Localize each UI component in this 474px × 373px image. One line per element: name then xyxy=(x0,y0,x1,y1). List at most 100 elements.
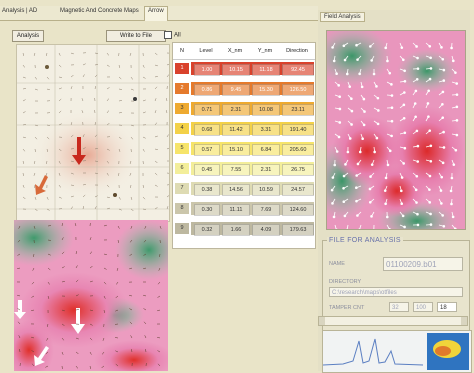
field-arrow-head xyxy=(429,45,431,47)
vector-tick xyxy=(143,197,145,199)
field-arrow-head xyxy=(427,102,429,104)
field-arrow-head xyxy=(451,47,453,49)
field-arrow-head xyxy=(344,215,346,217)
tab-field-analysis[interactable]: Field Analysis xyxy=(320,12,365,22)
vector-tick xyxy=(167,134,169,137)
analysis-button[interactable]: Analysis xyxy=(12,30,44,42)
table-cell-x: 14.56 xyxy=(222,184,250,196)
scroll-left-arrow[interactable] xyxy=(319,317,325,325)
field-arrow-head xyxy=(453,164,455,166)
tamper-field-3[interactable]: 18 xyxy=(437,302,457,312)
tab-arrow[interactable]: Arrow xyxy=(144,6,168,21)
field-arrow-head xyxy=(430,57,432,59)
row-number: 2 xyxy=(175,83,189,94)
table-cell-x: 2.31 xyxy=(222,104,250,116)
vector-tick xyxy=(23,185,24,188)
directory-field[interactable]: C:\research\maps\otfiles xyxy=(329,287,463,297)
field-arrow-head xyxy=(363,124,365,126)
vector-tick xyxy=(23,173,24,176)
field-arrow-head xyxy=(333,60,335,62)
field-arrow-head xyxy=(454,228,456,229)
tab-magnetic-maps[interactable]: Magnetic And Concrete Maps xyxy=(60,8,139,14)
vector-tick xyxy=(143,100,146,101)
marker-dot xyxy=(113,193,117,197)
field-arrow-head xyxy=(428,116,430,118)
swatch-core xyxy=(435,346,451,356)
table-cell-level: 0.30 xyxy=(194,204,220,216)
all-checkbox[interactable]: All xyxy=(164,31,181,39)
vector-tick xyxy=(107,197,110,198)
field-arrow-head xyxy=(347,151,349,153)
table-cell-x: 7.55 xyxy=(222,164,250,176)
field-arrow-head xyxy=(417,57,419,59)
table-cell-x: 15.10 xyxy=(222,144,250,156)
field-arrow-head xyxy=(415,90,417,92)
field-arrow-head xyxy=(403,104,405,106)
table-header-row: N Level X_nm Y_nm Direction xyxy=(173,43,315,60)
vector-tick xyxy=(23,77,26,78)
row-number: 5 xyxy=(175,143,189,154)
table-cell-level: 0.86 xyxy=(194,84,220,96)
field-arrow-head xyxy=(364,111,366,113)
field-arrow-head xyxy=(452,216,454,218)
field-arrow-head xyxy=(389,150,391,152)
row-number: 6 xyxy=(175,163,189,174)
field-arrow-head xyxy=(343,45,345,47)
vector-tick xyxy=(23,111,26,113)
table-cell-y: 6.84 xyxy=(252,144,280,156)
vector-tick xyxy=(143,77,146,79)
heatmap-svg xyxy=(14,220,168,371)
vector-tick xyxy=(155,110,156,113)
vector-tick xyxy=(107,87,110,89)
field-arrow-head xyxy=(456,134,458,136)
vector-tick xyxy=(155,173,157,175)
horizontal-scrollbar[interactable] xyxy=(318,316,468,326)
vector-tick xyxy=(167,64,169,65)
tamper-field-1[interactable]: 32 xyxy=(389,302,409,312)
field-arrow-head xyxy=(442,162,444,164)
field-arrow-head xyxy=(369,188,371,190)
vector-tick xyxy=(155,98,156,101)
vector-tick xyxy=(155,53,157,55)
vector-tick xyxy=(155,149,158,150)
table-cell-level: 0.32 xyxy=(194,224,220,236)
table-cell-dir: 126.50 xyxy=(282,84,314,96)
vector-tick xyxy=(59,77,62,78)
field-arrow-head xyxy=(332,202,334,204)
table-cell-level: 0.71 xyxy=(194,104,220,116)
table-cell-dir: 191.40 xyxy=(282,124,314,136)
field-arrow-head xyxy=(403,162,405,164)
field-arrow-head xyxy=(391,83,393,85)
field-arrow-head xyxy=(430,213,432,215)
field-arrow-head xyxy=(415,189,417,191)
field-arrow-head xyxy=(334,164,336,166)
field-arrow-head xyxy=(456,119,458,121)
field-arrow-head xyxy=(456,94,458,96)
tamper-field-2[interactable]: 100 xyxy=(413,302,433,312)
table-cell-dir: 24.57 xyxy=(282,184,314,196)
write-to-file-button[interactable]: Write to File xyxy=(106,30,166,42)
tab-analysis[interactable]: Analysis | AD xyxy=(2,8,37,14)
vector-tick xyxy=(155,123,157,125)
vector-tick xyxy=(143,149,145,152)
vector-tick xyxy=(59,197,62,198)
table-cell-dir: 23.11 xyxy=(282,104,314,116)
vector-tick xyxy=(119,100,122,101)
field-arrow-head xyxy=(357,215,359,217)
scroll-right-arrow[interactable] xyxy=(461,317,467,325)
field-arrow-head xyxy=(416,175,418,177)
name-field[interactable]: 01100209.b01 xyxy=(383,257,463,271)
field-arrow-head xyxy=(350,98,352,100)
checkbox-box[interactable] xyxy=(164,31,172,39)
field-arrow-head xyxy=(369,45,371,47)
field-arrow-head xyxy=(443,80,445,82)
